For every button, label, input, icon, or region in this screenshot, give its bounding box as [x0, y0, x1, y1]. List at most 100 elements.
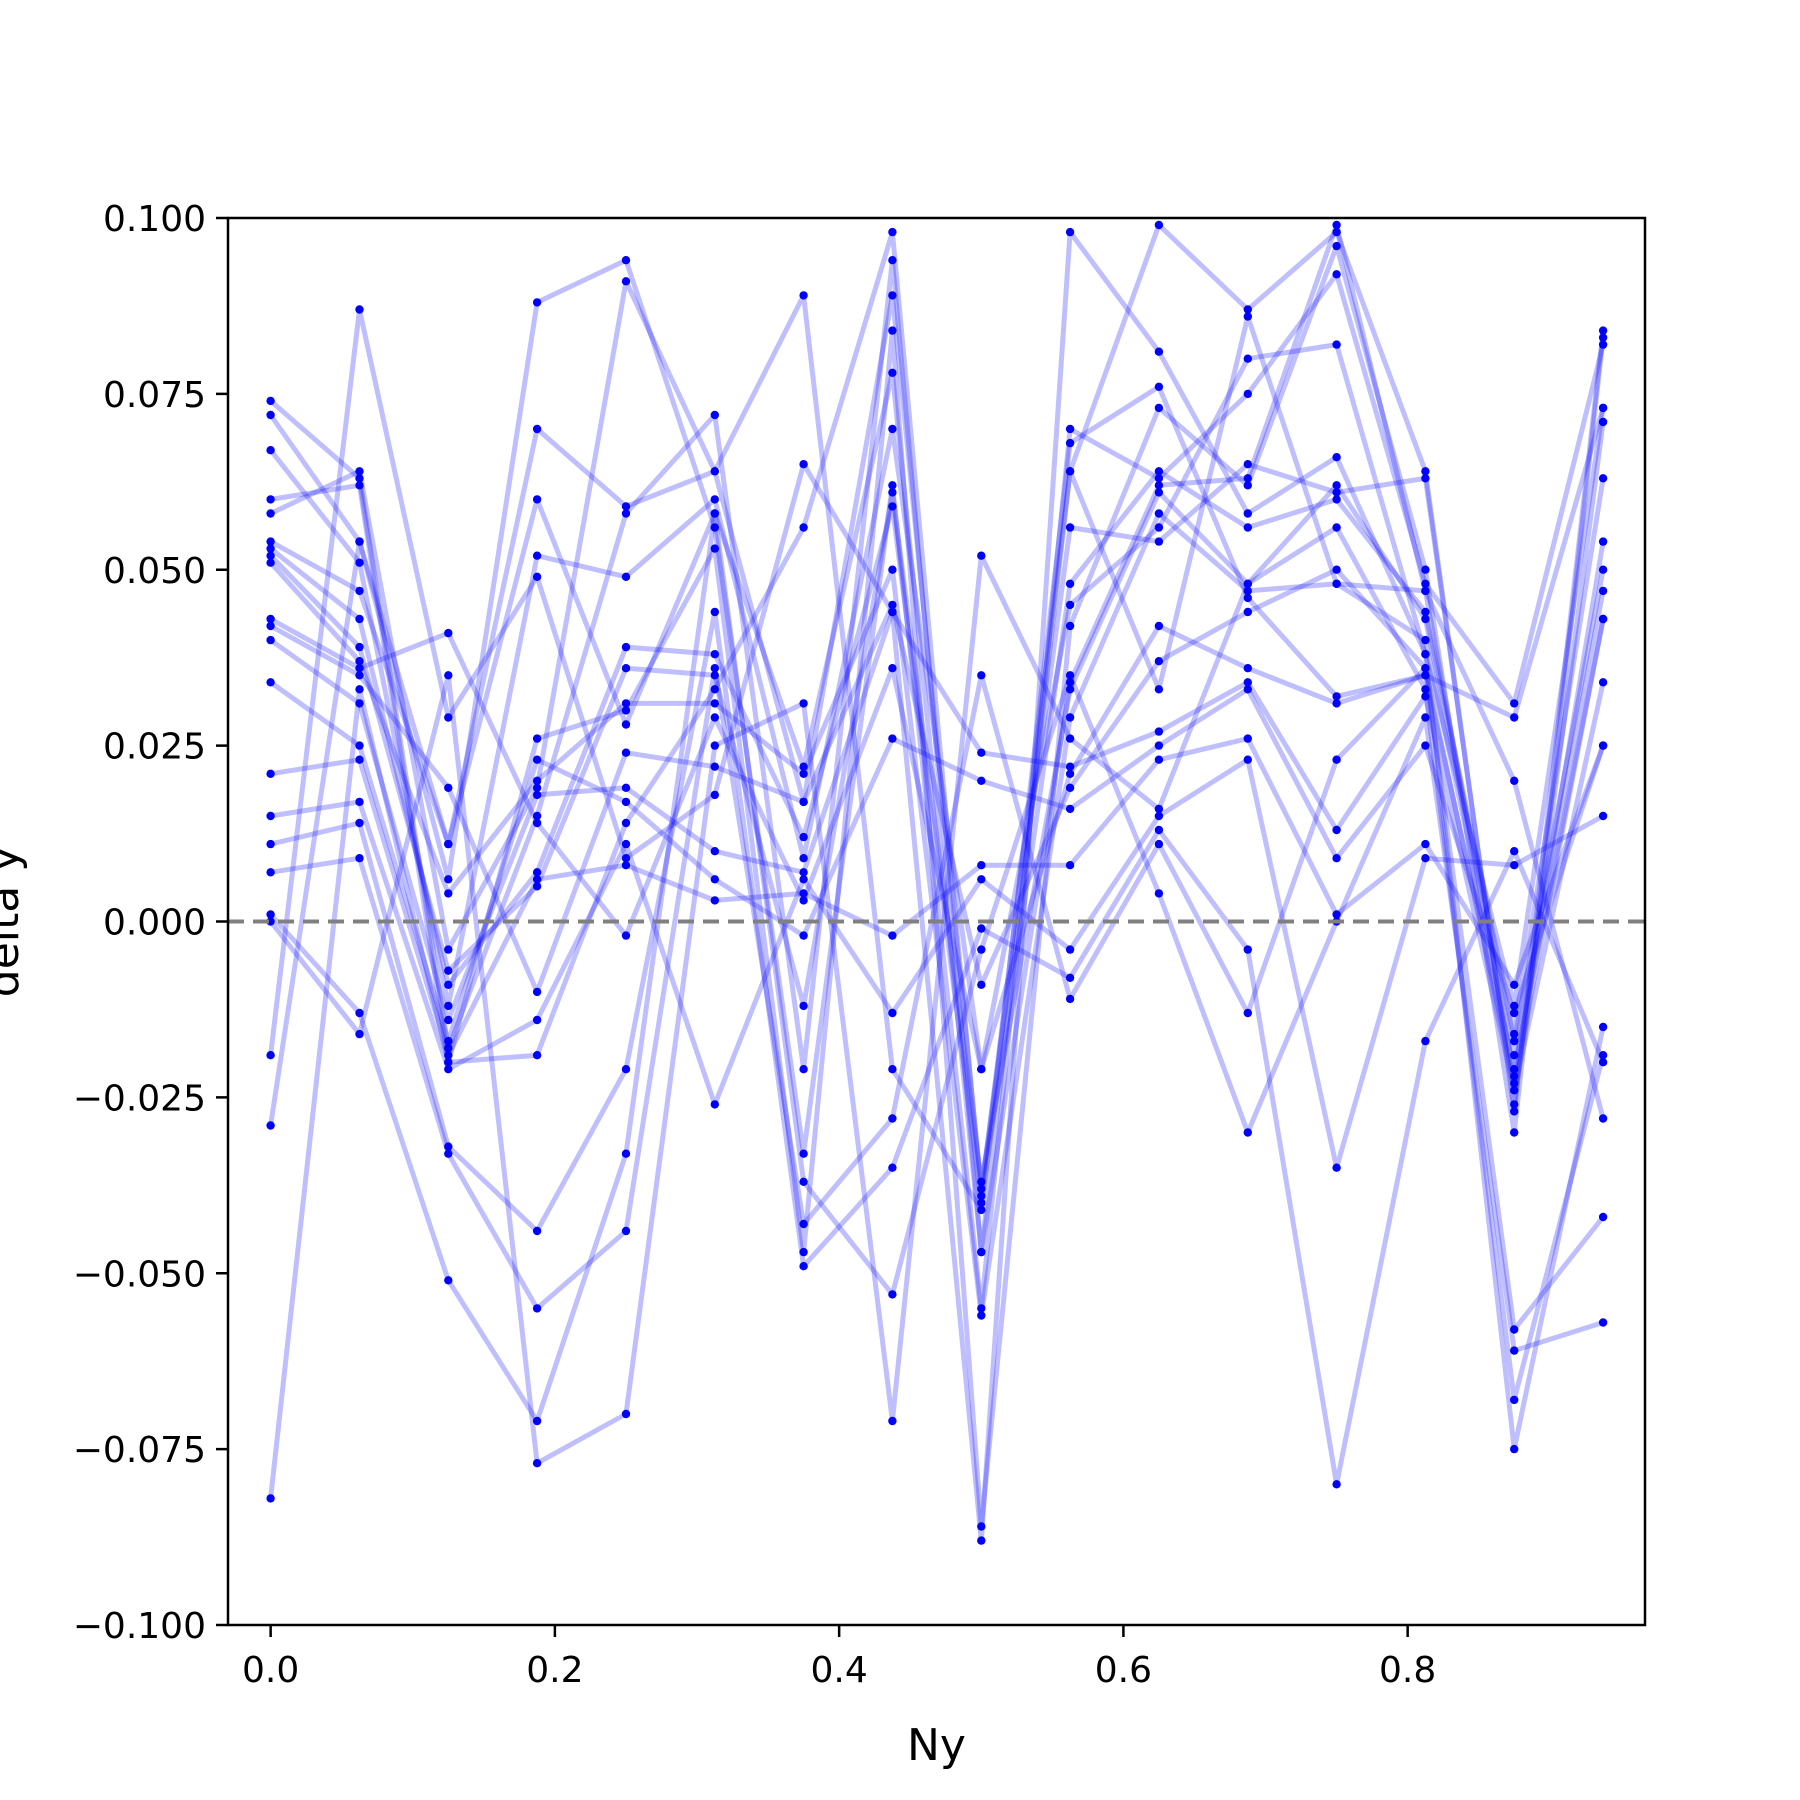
data-point — [1421, 854, 1430, 863]
data-point — [1243, 1008, 1253, 1018]
data-point — [444, 1142, 453, 1151]
data-point — [1510, 1001, 1519, 1011]
data-point — [1332, 910, 1341, 919]
data-point — [621, 861, 631, 870]
data-point — [1598, 417, 1608, 427]
data-point — [1154, 839, 1164, 849]
data-point — [888, 1065, 897, 1074]
data-point — [1421, 467, 1430, 476]
data-point — [710, 467, 719, 476]
data-point — [444, 1001, 453, 1011]
series-line-7 — [269, 468, 1606, 1206]
data-point — [1243, 460, 1253, 469]
data-point — [1421, 741, 1430, 750]
data-point — [977, 1198, 986, 1208]
data-point — [977, 1522, 986, 1531]
data-point — [710, 713, 719, 722]
data-point — [799, 1177, 808, 1187]
data-point — [1510, 980, 1519, 989]
data-point — [1243, 664, 1253, 673]
data-point — [355, 467, 364, 476]
data-point — [266, 551, 275, 560]
data-point — [266, 446, 275, 455]
series-line-14 — [270, 736, 1606, 1058]
data-point — [888, 502, 897, 511]
data-point — [1510, 1065, 1519, 1074]
data-point — [444, 1036, 453, 1046]
data-point — [799, 1219, 808, 1229]
data-point — [444, 1149, 453, 1158]
data-point — [1154, 825, 1164, 835]
data-point — [1510, 1079, 1519, 1088]
data-point — [355, 642, 364, 652]
data-point — [710, 671, 719, 680]
data-point — [1332, 481, 1341, 490]
data-point — [1243, 593, 1253, 603]
data-point — [977, 1304, 986, 1313]
data-point — [266, 544, 275, 553]
data-point — [266, 1121, 275, 1130]
y-tick-label: −0.025 — [73, 1078, 206, 1119]
data-point — [1065, 783, 1075, 792]
data-point — [1510, 699, 1519, 708]
data-point — [710, 523, 719, 532]
data-point — [1510, 1444, 1519, 1454]
data-point — [1065, 734, 1075, 743]
data-point — [888, 368, 897, 377]
data-point — [444, 1043, 453, 1053]
data-point — [1332, 699, 1341, 708]
series-line-4 — [270, 243, 1606, 1529]
data-point — [1065, 523, 1075, 532]
data-point — [1598, 1022, 1608, 1032]
data-point — [1510, 1008, 1519, 1018]
data-point — [1598, 403, 1608, 413]
data-point — [1154, 347, 1164, 356]
data-point — [799, 868, 808, 877]
data-point — [621, 1226, 631, 1236]
data-point — [532, 1051, 542, 1060]
data-point — [1421, 565, 1430, 574]
data-point — [977, 1065, 986, 1074]
series-line-2 — [268, 257, 1606, 1311]
data-point — [266, 1051, 275, 1060]
data-point — [888, 565, 897, 574]
data-point — [710, 685, 719, 694]
data-point — [532, 868, 542, 877]
data-point — [1154, 889, 1164, 898]
data-point — [1421, 474, 1430, 483]
data-point — [1332, 227, 1341, 237]
data-point — [1154, 523, 1164, 532]
data-point — [355, 481, 364, 490]
data-point — [1598, 340, 1608, 349]
data-point — [444, 980, 453, 989]
data-point — [977, 861, 986, 870]
data-point — [1421, 586, 1430, 596]
data-point — [1065, 945, 1075, 954]
data-point — [888, 600, 897, 610]
data-point — [888, 931, 897, 940]
data-point — [444, 875, 453, 884]
data-point — [1421, 671, 1430, 680]
data-point — [621, 797, 631, 807]
data-point — [1510, 847, 1519, 856]
data-point — [355, 1008, 364, 1018]
data-point — [888, 227, 897, 237]
y-axis: −0.100 −0.075 −0.050 −0.025 0.000 0.025 0.050 0… — [73, 199, 228, 1647]
data-point — [977, 1536, 986, 1545]
data-point — [977, 1191, 986, 1201]
data-point — [1154, 509, 1164, 518]
data-point — [1332, 854, 1341, 863]
data-point — [710, 790, 719, 800]
data-point — [1332, 565, 1341, 574]
data-point — [888, 1008, 897, 1018]
data-point — [355, 664, 364, 673]
data-point — [1332, 241, 1341, 251]
data-point — [1154, 474, 1164, 483]
data-point — [621, 256, 631, 265]
data-point — [1065, 227, 1075, 237]
data-point — [888, 291, 897, 300]
data-point — [1065, 685, 1075, 694]
x-tick-label: 0.2 — [526, 1650, 583, 1691]
data-point — [710, 875, 719, 884]
data-point — [355, 854, 364, 863]
